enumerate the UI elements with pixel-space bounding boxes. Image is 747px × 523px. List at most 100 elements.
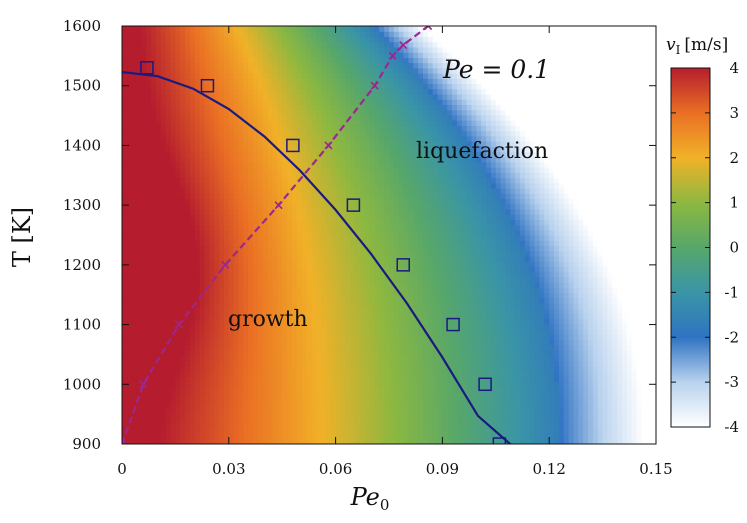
heatmap-cell	[369, 120, 376, 126]
heatmap-cell	[393, 428, 400, 435]
heatmap-cell	[384, 140, 390, 147]
heatmap-cell	[369, 104, 376, 111]
heatmap-cell	[408, 407, 414, 414]
heatmap-cell	[340, 381, 346, 388]
heatmap-cell	[282, 318, 288, 325]
heatmap-cell	[267, 323, 274, 330]
heatmap-cell	[238, 240, 244, 247]
heatmap-cell	[155, 219, 162, 226]
heatmap-cell	[136, 266, 143, 273]
heatmap-cell	[233, 370, 240, 377]
heatmap-cell	[257, 329, 264, 335]
heatmap-cell	[180, 271, 186, 278]
heatmap-cell	[325, 167, 332, 173]
heatmap-cell	[296, 271, 303, 278]
heatmap-cell	[364, 52, 371, 58]
heatmap-cell	[219, 151, 225, 158]
heatmap-cell	[126, 386, 133, 393]
heatmap-cell	[194, 438, 201, 444]
heatmap-cell	[355, 308, 361, 314]
heatmap-cell	[204, 187, 210, 194]
heatmap-cell	[355, 229, 361, 236]
heatmap-cell	[340, 114, 346, 121]
heatmap-cell	[345, 292, 351, 299]
heatmap-cell	[204, 109, 210, 116]
heatmap-cell	[199, 208, 206, 215]
heatmap-cell	[350, 120, 356, 126]
heatmap-cell	[175, 271, 181, 278]
heatmap-cell	[389, 214, 395, 220]
heatmap-cell	[350, 203, 356, 210]
heatmap-cell	[277, 36, 283, 43]
heatmap-cell	[287, 140, 293, 147]
heatmap-cell	[291, 235, 298, 241]
heatmap-cell	[311, 349, 317, 356]
heatmap-cell	[185, 78, 191, 85]
heatmap-cell	[180, 287, 186, 294]
heatmap-cell	[413, 41, 419, 48]
heatmap-cell	[170, 88, 176, 95]
heatmap-cell	[243, 93, 249, 100]
heatmap-cell	[413, 172, 419, 179]
heatmap-cell	[151, 266, 157, 273]
heatmap-cell	[418, 282, 424, 288]
heatmap-cell	[267, 125, 274, 132]
heatmap-cell	[209, 376, 215, 382]
heatmap-cell	[418, 355, 424, 361]
heatmap-cell	[155, 208, 162, 215]
heatmap-cell	[204, 219, 210, 226]
heatmap-cell	[267, 412, 274, 419]
heatmap-cell	[209, 271, 215, 278]
heatmap-cell	[126, 339, 133, 346]
heatmap-cell	[369, 67, 376, 74]
heatmap-cell	[267, 167, 274, 173]
heatmap-cell	[131, 235, 138, 241]
heatmap-cell	[165, 438, 172, 444]
heatmap-cell	[185, 302, 191, 309]
heatmap-cell	[418, 339, 424, 346]
heatmap-cell	[355, 167, 361, 173]
heatmap-cell	[272, 308, 278, 314]
heatmap-cell	[185, 313, 191, 320]
heatmap-cell	[359, 109, 366, 116]
heatmap-cell	[146, 235, 152, 241]
heatmap-cell	[228, 214, 235, 220]
heatmap-cell	[325, 349, 332, 356]
heatmap-cell	[185, 255, 191, 262]
heatmap-cell	[325, 83, 332, 90]
heatmap-cell	[408, 433, 414, 440]
heatmap-cell	[321, 276, 327, 283]
heatmap-cell	[223, 130, 230, 137]
heatmap-cell	[233, 161, 240, 168]
heatmap-cell	[282, 282, 288, 288]
heatmap-cell	[141, 235, 147, 241]
heatmap-cell	[126, 36, 133, 43]
heatmap-cell	[262, 214, 269, 220]
heatmap-cell	[393, 177, 400, 184]
heatmap-cell	[306, 73, 312, 79]
heatmap-cell	[160, 208, 167, 215]
heatmap-cell	[364, 41, 371, 48]
heatmap-cell	[146, 214, 152, 220]
heatmap-cell	[384, 308, 390, 314]
heatmap-cell	[126, 41, 133, 48]
heatmap-cell	[155, 344, 162, 351]
heatmap-cell	[165, 287, 172, 294]
heatmap-cell	[262, 99, 269, 105]
heatmap-cell	[355, 391, 361, 398]
heatmap-cell	[364, 255, 371, 262]
heatmap-cell	[248, 26, 254, 32]
heatmap-cell	[398, 282, 405, 288]
heatmap-cell	[413, 308, 419, 314]
heatmap-cell	[199, 339, 206, 346]
heatmap-cell	[311, 57, 317, 64]
heatmap-cell	[364, 360, 371, 367]
heatmap-cell	[418, 140, 424, 147]
heatmap-cell	[330, 292, 337, 299]
heatmap-cell	[408, 266, 414, 273]
heatmap-cell	[379, 282, 385, 288]
heatmap-cell	[238, 99, 244, 105]
heatmap-cell	[194, 376, 201, 382]
heatmap-cell	[291, 41, 298, 48]
heatmap-cell	[248, 407, 254, 414]
